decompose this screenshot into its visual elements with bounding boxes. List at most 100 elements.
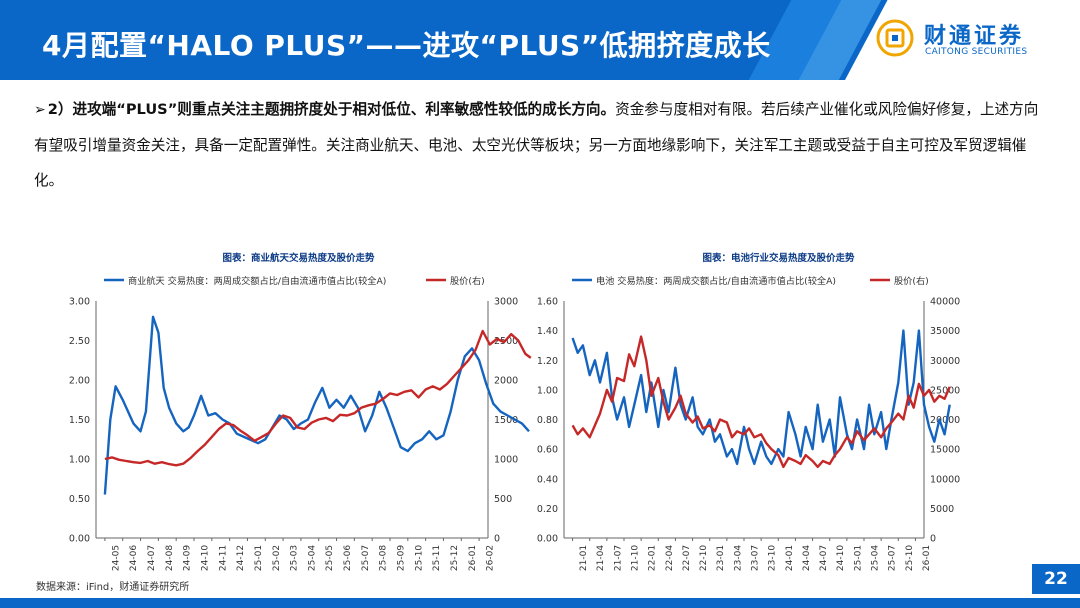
y-tick-label-right: 20000 xyxy=(930,415,960,426)
x-tick-label: 23-04 xyxy=(733,545,743,571)
chart-legend: 商业航天 交易热度：两周成交额占比/自由流通市值占比(较全A) 股价(右) xyxy=(104,275,485,287)
series-line-heat xyxy=(103,315,530,495)
x-tick-label: 25-08 xyxy=(379,545,389,571)
bullet-arrow-icon: ➢ xyxy=(34,102,46,118)
y-tick-label-left: 2.50 xyxy=(69,336,90,347)
y-tick-label-right: 25000 xyxy=(930,385,960,396)
chart-title: 图表：电池行业交易热度及股价走势 xyxy=(702,253,855,264)
bottom-bar xyxy=(0,598,1080,608)
series-line-heat xyxy=(571,329,951,466)
x-tick-label: 25-02 xyxy=(272,545,282,571)
x-tick-label: 21-04 xyxy=(596,545,606,571)
chart-title: 图表：商业航天交易热度及股价走势 xyxy=(222,253,375,264)
y-tick-label-left: 0.80 xyxy=(537,415,558,426)
header-bar xyxy=(0,0,1080,80)
x-tick-label: 22-04 xyxy=(665,545,675,571)
x-tick-label: 25-03 xyxy=(290,545,300,571)
x-tick-label: 21-01 xyxy=(579,545,589,571)
chart-legend: 电池 交易热度：两周成交额占比/自由流通市值占比(较全A) 股价(右) xyxy=(572,275,929,287)
y-tick-label-right: 3000 xyxy=(494,297,518,308)
legend-label-price: 股价(右) xyxy=(450,275,485,287)
paragraph-lead: 2）进攻端“PLUS”则重点关注主题拥挤度处于相对低位、利率敏感性较低的成长方向… xyxy=(47,101,616,118)
chart-svg: 商业航天 交易热度：两周成交额占比/自由流通市值占比(较全A) 股价(右) 0.00… xyxy=(69,275,532,571)
paragraph-text: 资金参与度相对有限。若后续产业催化或风险偏好修复，上述方向有望吸引增量资金关注，… xyxy=(34,101,1039,189)
x-tick-label: 25-11 xyxy=(432,545,442,571)
y-tick-label-left: 1.60 xyxy=(537,297,558,308)
x-tick-label: 22-10 xyxy=(699,545,709,571)
y-tick-label-right: 1000 xyxy=(494,455,518,466)
y-tick-label-right: 15000 xyxy=(930,445,960,456)
x-tick-label: 21-10 xyxy=(631,545,641,571)
x-tick-label: 25-06 xyxy=(343,545,353,571)
x-tick-label: 25-10 xyxy=(905,545,915,571)
x-tick-label: 25-07 xyxy=(888,545,898,571)
x-tick-label: 25-01 xyxy=(853,545,863,571)
x-tick-label: 24-11 xyxy=(218,545,228,571)
x-tick-label: 26-02 xyxy=(486,545,496,571)
y-tick-label-right: 5000 xyxy=(930,504,954,515)
x-tick-label: 25-04 xyxy=(871,545,881,571)
y-tick-label-left: 1.00 xyxy=(537,385,558,396)
x-tick-label: 23-01 xyxy=(716,545,726,571)
x-tick-label: 24-07 xyxy=(819,545,829,571)
x-tick-label: 22-01 xyxy=(648,545,658,571)
y-tick-label-left: 0.50 xyxy=(69,494,90,505)
page-number: 22 xyxy=(1032,564,1080,594)
y-tick-label-left: 1.40 xyxy=(537,326,558,337)
body-paragraph: ➢ 2）进攻端“PLUS”则重点关注主题拥挤度处于相对低位、利率敏感性较低的成长方… xyxy=(34,92,1050,198)
legend-label-price: 股价(右) xyxy=(894,275,929,287)
x-tick-label: 24-07 xyxy=(147,545,157,571)
company-logo[interactable]: 财通证券 CAITONG SECURITIES xyxy=(876,18,1076,64)
x-tick-label: 25-10 xyxy=(414,545,424,571)
data-source: 数据来源：iFind，财通证券研究所 xyxy=(36,582,190,593)
y-tick-label-left: 0.20 xyxy=(537,504,558,515)
x-tick-label: 25-05 xyxy=(325,545,335,571)
x-tick-label: 26-01 xyxy=(468,545,478,571)
chart-battery: 图表：电池行业交易热度及股价走势 电池 交易热度：两周成交额占比/自由流通市值占… xyxy=(526,244,1031,584)
x-tick-label: 24-08 xyxy=(165,545,175,571)
page-title: 4月配置“HALO PLUS”——进攻“PLUS”低拥挤度成长 xyxy=(42,29,771,62)
y-tick-label-right: 35000 xyxy=(930,326,960,337)
x-tick-label: 25-09 xyxy=(397,545,407,571)
y-tick-label-left: 0.60 xyxy=(537,445,558,456)
y-tick-label-right: 0 xyxy=(930,534,936,545)
y-tick-label-right: 0 xyxy=(494,534,500,545)
x-tick-label: 26-01 xyxy=(922,545,932,571)
y-tick-label-right: 10000 xyxy=(930,474,960,485)
y-tick-label-left: 1.00 xyxy=(69,455,90,466)
y-tick-label-left: 1.20 xyxy=(537,356,558,367)
y-tick-label-left: 0.40 xyxy=(537,474,558,485)
logo-mark-icon xyxy=(876,19,914,57)
series-line-price xyxy=(104,329,532,467)
x-tick-label: 24-10 xyxy=(836,545,846,571)
y-tick-label-right: 30000 xyxy=(930,356,960,367)
x-tick-label: 22-07 xyxy=(682,545,692,571)
series-line-price xyxy=(571,335,951,469)
x-tick-label: 23-10 xyxy=(768,545,778,571)
chart-commercial-aerospace: 图表：商业航天交易热度及股价走势 商业航天 交易热度：两周成交额占比/自由流通市… xyxy=(46,244,551,584)
x-tick-label: 24-01 xyxy=(785,545,795,571)
x-tick-label: 24-10 xyxy=(201,545,211,571)
y-tick-label-right: 500 xyxy=(494,494,512,505)
x-tick-label: 24-05 xyxy=(111,545,121,571)
y-tick-label-left: 3.00 xyxy=(69,297,90,308)
x-tick-label: 24-12 xyxy=(236,545,246,571)
legend-label-heat: 电池 交易热度：两周成交额占比/自由流通市值占比(较全A) xyxy=(596,275,836,287)
x-tick-label: 23-07 xyxy=(751,545,761,571)
y-tick-label-left: 0.00 xyxy=(537,534,558,545)
y-tick-label-right: 40000 xyxy=(930,297,960,308)
y-tick-label-right: 2000 xyxy=(494,376,518,387)
x-tick-label: 24-09 xyxy=(183,545,193,571)
x-tick-label: 25-07 xyxy=(361,545,371,571)
x-tick-label: 25-01 xyxy=(254,545,264,571)
y-tick-label-left: 2.00 xyxy=(69,376,90,387)
x-tick-label: 24-04 xyxy=(802,545,812,571)
logo-text-cn: 财通证券 xyxy=(924,24,1025,49)
y-tick-label-left: 0.00 xyxy=(69,534,90,545)
logo-text-en: CAITONG SECURITIES xyxy=(925,47,1028,57)
chart-svg: 电池 交易热度：两周成交额占比/自由流通市值占比(较全A) 股价(右) 0.00 0 0… xyxy=(537,275,960,571)
x-tick-label: 25-04 xyxy=(307,545,317,571)
legend-label-heat: 商业航天 交易热度：两周成交额占比/自由流通市值占比(较全A) xyxy=(128,275,386,287)
x-tick-label: 25-12 xyxy=(450,545,460,571)
x-tick-label: 24-06 xyxy=(129,545,139,571)
